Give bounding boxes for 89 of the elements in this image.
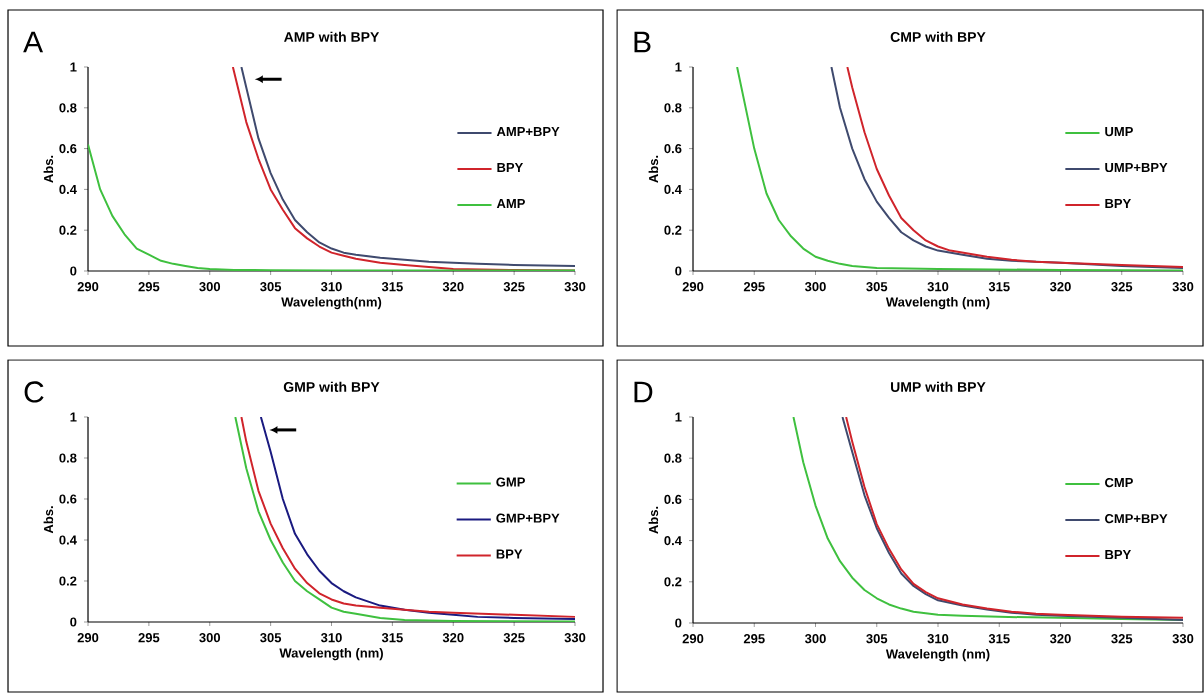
y-tick-label: 0 [675,618,682,628]
y-tick-label: 0.4 [59,535,77,545]
x-tick-label: 295 [743,634,765,644]
x-tick-label: 305 [866,282,888,292]
chart-title: AMP with BPY [284,31,380,42]
x-tick-label: 330 [564,633,586,643]
x-tick-label: 330 [564,282,586,292]
legend-label: BPY [497,163,524,172]
x-tick-label: 290 [77,282,99,292]
y-tick-label: 1 [675,412,682,422]
x-tick-label: 310 [927,634,949,644]
x-tick-label: 320 [1049,282,1071,292]
text: A [23,31,44,53]
x-tick-label: 325 [503,282,525,292]
y-tick-label: 1 [70,62,77,72]
legend-label: GMP [496,477,525,487]
y-tick-label: 0 [70,266,77,276]
text: C [24,381,44,403]
legend-label: BPY [496,549,523,559]
y-tick-label: 0.4 [59,184,77,194]
x-tick-label: 320 [442,282,464,292]
legend-label: CMP+BPY [1105,514,1168,524]
legend-label: GMP+BPY [496,513,560,523]
x-tick-label: 305 [260,633,282,643]
chart-title: UMP with BPY [891,381,986,392]
y-axis-title: Abs. [648,155,659,183]
legend-label: BPY [1105,550,1131,560]
x-tick-label: 315 [381,633,403,643]
x-tick-label: 330 [1172,634,1194,644]
y-tick-label: 0.8 [59,453,77,463]
legend-label: CMP [1105,477,1133,488]
x-tick-label: 295 [138,282,160,292]
x-tick-label: 295 [743,282,765,292]
y-tick-label: 0.4 [664,536,682,546]
x-axis-title: Wavelength(nm) [281,297,382,310]
x-tick-label: 320 [442,633,464,643]
x-axis-title: Wavelength (nm) [885,297,990,310]
legend-label: AMP+BPY [496,127,560,137]
x-tick-label: 290 [77,633,99,643]
text: D [634,381,653,403]
x-tick-label: 295 [138,633,160,643]
y-tick-label: 0.6 [59,144,77,154]
x-tick-label: 290 [682,282,704,292]
y-tick-label: 0.8 [664,103,682,113]
legend-label: AMP [496,198,525,208]
y-tick-label: 0.6 [664,144,682,154]
text: B [634,31,651,53]
y-tick-label: 1 [70,412,77,422]
y-tick-label: 0 [675,266,682,276]
x-tick-label: 300 [804,634,826,644]
legend-label: BPY [1105,198,1131,208]
x-tick-label: 325 [503,633,525,643]
y-tick-label: 0.2 [59,576,77,586]
y-tick-label: 0.6 [59,494,77,504]
x-tick-label: 320 [1049,634,1071,644]
legend-label: UMP [1105,127,1133,137]
y-tick-label: 0.6 [664,494,682,504]
y-tick-label: 0.2 [664,225,682,235]
y-tick-label: 0.8 [664,453,682,463]
line-series [736,67,1183,271]
x-tick-label: 310 [320,633,342,643]
x-tick-label: 300 [199,282,221,292]
legend-label: UMP+BPY [1105,163,1168,173]
x-tick-label: 300 [199,633,221,643]
x-axis-title: Wavelength (nm) [279,648,383,661]
x-axis-title: Wavelength (nm) [885,649,990,662]
y-axis-title: Abs. [43,506,54,534]
y-tick-label: 0 [70,617,77,627]
x-tick-label: 325 [1111,282,1133,292]
y-tick-label: 1 [675,62,682,72]
x-tick-label: 300 [804,282,826,292]
y-axis-title: Abs. [43,155,54,183]
y-tick-label: 0.2 [664,577,682,587]
x-tick-label: 315 [381,282,403,292]
chart-title: CMP with BPY [890,31,986,42]
x-tick-label: 290 [682,634,704,644]
x-tick-label: 310 [927,282,949,292]
x-tick-label: 330 [1172,282,1194,292]
y-tick-label: 0.8 [59,103,77,113]
x-tick-label: 315 [988,634,1010,644]
x-tick-label: 310 [320,282,342,292]
x-tick-label: 325 [1111,634,1133,644]
y-tick-label: 0.2 [59,225,77,235]
x-tick-label: 305 [260,282,282,292]
chart-title: GMP with BPY [283,381,380,392]
x-tick-label: 315 [988,282,1010,292]
x-tick-label: 305 [866,634,888,644]
y-axis-title: Abs. [648,506,659,534]
y-tick-label: 0.4 [664,184,682,194]
